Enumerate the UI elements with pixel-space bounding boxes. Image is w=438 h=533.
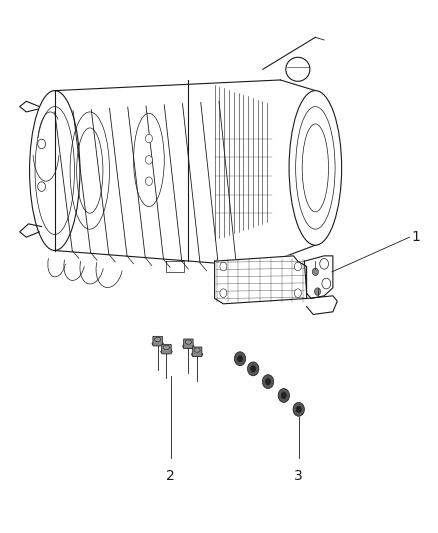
Ellipse shape bbox=[152, 342, 163, 346]
Circle shape bbox=[320, 259, 328, 269]
Polygon shape bbox=[215, 256, 307, 304]
Circle shape bbox=[38, 182, 46, 191]
Circle shape bbox=[145, 177, 152, 185]
Circle shape bbox=[294, 289, 301, 297]
Circle shape bbox=[38, 139, 46, 149]
Circle shape bbox=[322, 278, 331, 289]
FancyBboxPatch shape bbox=[162, 344, 171, 354]
Circle shape bbox=[251, 366, 256, 372]
Ellipse shape bbox=[183, 344, 194, 349]
Circle shape bbox=[278, 389, 290, 402]
Circle shape bbox=[293, 402, 304, 416]
Text: 2: 2 bbox=[166, 469, 175, 483]
Circle shape bbox=[314, 288, 321, 295]
Circle shape bbox=[262, 375, 274, 389]
FancyBboxPatch shape bbox=[184, 339, 193, 349]
Circle shape bbox=[145, 134, 152, 143]
Ellipse shape bbox=[194, 348, 200, 352]
Circle shape bbox=[265, 378, 271, 385]
Text: 1: 1 bbox=[412, 230, 420, 244]
Circle shape bbox=[281, 392, 286, 399]
Circle shape bbox=[294, 262, 301, 271]
Polygon shape bbox=[304, 256, 333, 298]
Ellipse shape bbox=[289, 91, 342, 245]
Circle shape bbox=[237, 356, 243, 362]
Circle shape bbox=[220, 289, 227, 297]
Ellipse shape bbox=[155, 337, 161, 342]
Circle shape bbox=[296, 406, 301, 413]
Text: 3: 3 bbox=[294, 469, 303, 483]
Polygon shape bbox=[307, 296, 337, 314]
Ellipse shape bbox=[163, 345, 170, 350]
Ellipse shape bbox=[191, 352, 203, 357]
FancyBboxPatch shape bbox=[153, 336, 162, 346]
Circle shape bbox=[145, 156, 152, 164]
Circle shape bbox=[234, 352, 246, 366]
FancyBboxPatch shape bbox=[192, 347, 202, 357]
Circle shape bbox=[247, 362, 259, 376]
Circle shape bbox=[220, 262, 227, 271]
Circle shape bbox=[312, 268, 318, 276]
Ellipse shape bbox=[185, 340, 191, 344]
Ellipse shape bbox=[161, 350, 172, 354]
Ellipse shape bbox=[286, 58, 310, 82]
